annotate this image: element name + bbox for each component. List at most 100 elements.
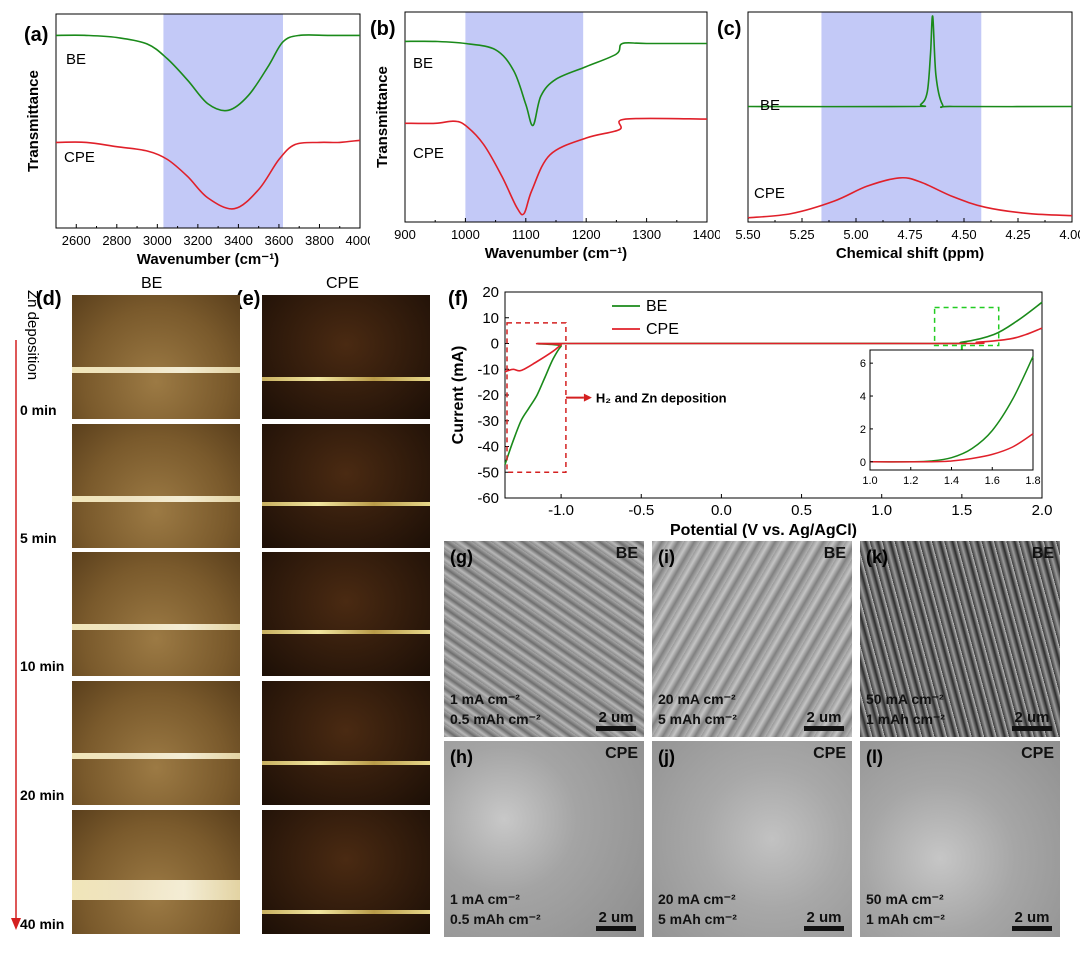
sem-image-h: (h) CPE 1 mA cm⁻² 0.5 mAh cm⁻² 2 um: [444, 741, 644, 937]
x-tick-label: 4.25: [1005, 227, 1030, 242]
scale-bar-line: [596, 926, 636, 931]
inset-x-tick-label: 1.2: [903, 475, 918, 487]
sem-electrolyte-tag: CPE: [605, 745, 638, 762]
panel-label-b: (b): [370, 18, 396, 40]
time-label: 5 min: [20, 530, 57, 546]
sem-conditions: 50 mA cm⁻² 1 mAh cm⁻²: [866, 889, 945, 929]
x-tick-label: 3200: [183, 233, 212, 248]
sem-current-density: 50 mA cm⁻²: [866, 891, 944, 907]
sem-image-i: (i) BE 20 mA cm⁻² 5 mAh cm⁻² 2 um: [652, 541, 852, 737]
y-tick-label: -30: [477, 413, 499, 430]
x-tick-label: 1.0: [871, 502, 892, 519]
y-tick-label: -50: [477, 464, 499, 481]
series-line-be: [404, 40, 707, 127]
y-axis-label: Current (mA): [450, 346, 467, 445]
scale-bar-line: [804, 726, 844, 731]
x-tick-label: 1300: [632, 227, 661, 242]
scale-bar: 2 um: [804, 909, 844, 931]
x-tick-label: 2600: [62, 233, 91, 248]
panel-label-i: (i): [658, 547, 675, 567]
panel-label-c: (c): [717, 18, 742, 40]
x-tick-label: 4.50: [951, 227, 976, 242]
sem-electrolyte-tag: BE: [615, 545, 638, 562]
inset-frame: [869, 349, 1034, 471]
time-label: 20 min: [20, 787, 65, 803]
x-axis-label: Wavenumber (cm⁻¹): [137, 251, 279, 268]
inset-x-tick-label: 1.4: [944, 475, 959, 487]
scale-bar-label: 2 um: [1014, 909, 1050, 926]
series-line-cpe: [55, 139, 361, 210]
sem-electrolyte-tag: BE: [1031, 545, 1054, 562]
x-tick-label: 4.00: [1059, 227, 1080, 242]
legend-label-cpe: CPE: [646, 321, 679, 338]
x-tick-label: 3000: [143, 233, 172, 248]
lsv-chart-f: -1.0 -0.5 0.0 0.5 1.0 1.5 2.020100-10-20-30-40…: [450, 284, 1052, 538]
shaded-region: [465, 12, 584, 222]
micrograph-be: [72, 295, 240, 419]
panel-label-j: (j): [658, 747, 675, 767]
x-axis-label: Wavenumber (cm⁻¹): [485, 245, 627, 262]
anodic-region-box: [933, 306, 1000, 347]
x-tick-label: -0.5: [628, 502, 654, 519]
series-line-cpe: [504, 327, 1043, 373]
time-label: 10 min: [20, 658, 65, 674]
scale-bar: 2 um: [1012, 709, 1052, 731]
y-tick-label: -40: [477, 439, 499, 456]
x-tick-label: 4.75: [897, 227, 922, 242]
sem-capacity: 1 mAh cm⁻²: [866, 911, 945, 927]
y-tick-label: -60: [477, 490, 499, 507]
x-tick-label: 900: [394, 227, 416, 242]
inset-x-tick-label: 1.0: [862, 475, 877, 487]
scale-bar-label: 2 um: [598, 909, 634, 926]
panel-label-a: (a): [24, 24, 49, 46]
sem-capacity: 5 mAh cm⁻²: [658, 911, 737, 927]
zn-deposition-label: Zn deposition: [24, 290, 41, 380]
series-label-be: BE: [413, 55, 433, 72]
x-tick-label: 1100: [512, 227, 540, 242]
y-axis-label: Transmittance: [25, 70, 42, 172]
sem-electrolyte-tag: CPE: [813, 745, 846, 762]
inset-y-tick-label: 0: [860, 457, 866, 469]
micrograph-be: [72, 810, 240, 934]
scale-bar-line: [1012, 726, 1052, 731]
scale-bar: 2 um: [804, 709, 844, 731]
x-axis-label: Chemical shift (ppm): [836, 245, 984, 262]
micrograph-be: [72, 424, 240, 548]
x-tick-label: 1.5: [951, 502, 972, 519]
x-tick-label: 0.5: [791, 502, 812, 519]
micrograph-be: [72, 681, 240, 805]
x-tick-label: 1000: [451, 227, 480, 242]
sem-capacity: 0.5 mAh cm⁻²: [450, 911, 541, 927]
inset-line-cpe: [869, 433, 1034, 463]
y-tick-label: -10: [477, 361, 499, 378]
x-tick-label: 5.25: [789, 227, 814, 242]
x-tick-label: 3800: [305, 233, 334, 248]
scale-bar-label: 2 um: [598, 709, 634, 726]
series-label-be: BE: [760, 97, 780, 114]
sem-current-density: 1 mA cm⁻²: [450, 891, 520, 907]
x-axis-label: Potential (V vs. Ag/AgCl): [670, 522, 857, 538]
series-label-cpe: CPE: [413, 145, 444, 162]
panel-label-l: (l): [866, 747, 883, 767]
scale-bar-label: 2 um: [806, 709, 842, 726]
ftir-chart-a: 2600 2800 3000 3200 3400 3600 3800 4000 Wavenumb…: [25, 13, 370, 268]
inset-y-tick-label: 4: [860, 391, 866, 403]
sem-conditions: 50 mA cm⁻² 1 mAh cm⁻²: [866, 689, 945, 729]
legend-label-be: BE: [646, 298, 667, 315]
plot-frame: [55, 13, 361, 229]
series-line-cpe: [747, 176, 1073, 219]
sem-conditions: 20 mA cm⁻² 5 mAh cm⁻²: [658, 889, 737, 929]
micrograph-cpe: [262, 810, 430, 934]
inset-y-tick-label: 6: [860, 358, 866, 370]
panel-label-f: (f): [448, 288, 468, 310]
panel-label-d: (d): [36, 288, 62, 310]
sem-conditions: 20 mA cm⁻² 5 mAh cm⁻²: [658, 689, 737, 729]
series-line-be: [747, 15, 1073, 109]
x-tick-label: 1400: [693, 227, 720, 242]
time-label: 0 min: [20, 402, 57, 418]
micrograph-cpe: [262, 681, 430, 805]
sem-capacity: 1 mAh cm⁻²: [866, 711, 945, 727]
series-line-cpe: [404, 117, 708, 216]
y-tick-label: 20: [482, 284, 499, 301]
sem-image-j: (j) CPE 20 mA cm⁻² 5 mAh cm⁻² 2 um: [652, 741, 852, 937]
